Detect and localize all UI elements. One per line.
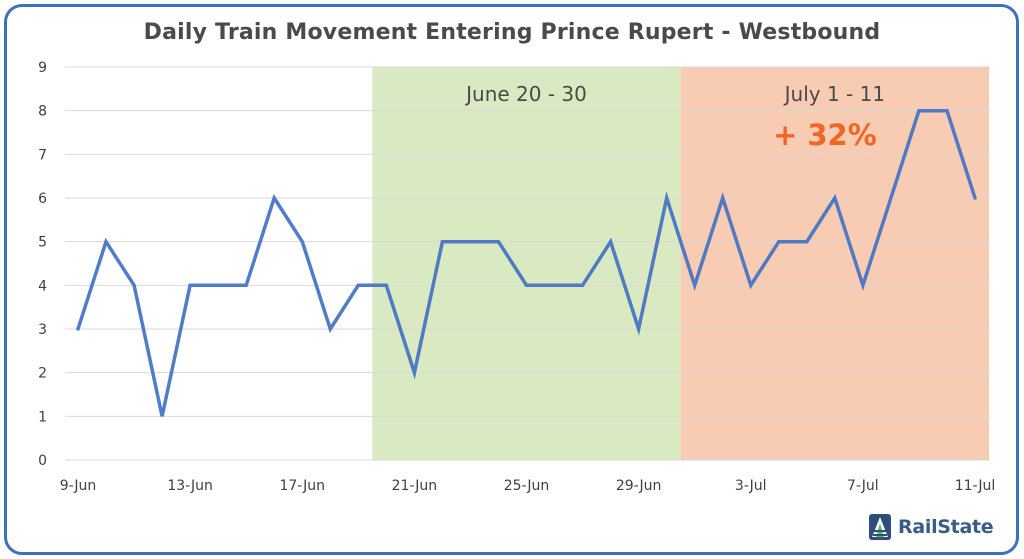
y-tick-label: 6 bbox=[38, 191, 47, 207]
x-tick-label: 9-Jun bbox=[60, 478, 97, 494]
x-tick-label: 13-Jun bbox=[167, 478, 213, 494]
band-label: June 20 - 30 bbox=[464, 82, 587, 106]
y-tick-label: 4 bbox=[38, 278, 47, 294]
x-tick-label: 29-Jun bbox=[616, 478, 662, 494]
y-tick-label: 5 bbox=[38, 235, 47, 251]
y-tick-label: 2 bbox=[38, 366, 47, 382]
x-tick-label: 7-Jul bbox=[847, 478, 879, 494]
x-tick-label: 11-Jul bbox=[955, 478, 996, 494]
band-change-annotation: + 32% bbox=[773, 118, 877, 152]
y-tick-label: 1 bbox=[38, 409, 47, 425]
brand-name: RailState bbox=[898, 516, 994, 538]
y-tick-label: 0 bbox=[38, 453, 47, 469]
x-tick-label: 3-Jul bbox=[735, 478, 767, 494]
x-tick-label: 21-Jun bbox=[392, 478, 438, 494]
x-tick-label: 17-Jun bbox=[279, 478, 325, 494]
chart-title: Daily Train Movement Entering Prince Rup… bbox=[143, 20, 881, 45]
highlight-band bbox=[680, 67, 990, 460]
band-label: July 1 - 11 bbox=[783, 82, 885, 106]
x-tick-label: 25-Jun bbox=[504, 478, 550, 494]
brand-logo: RailState bbox=[868, 512, 994, 542]
highlight-band bbox=[372, 67, 681, 460]
y-tick-label: 8 bbox=[38, 104, 47, 120]
y-tick-label: 3 bbox=[38, 322, 47, 338]
series-line bbox=[76, 108, 977, 417]
railstate-logo-icon bbox=[869, 514, 891, 540]
y-tick-label: 7 bbox=[38, 147, 47, 163]
y-tick-label: 9 bbox=[38, 60, 47, 76]
